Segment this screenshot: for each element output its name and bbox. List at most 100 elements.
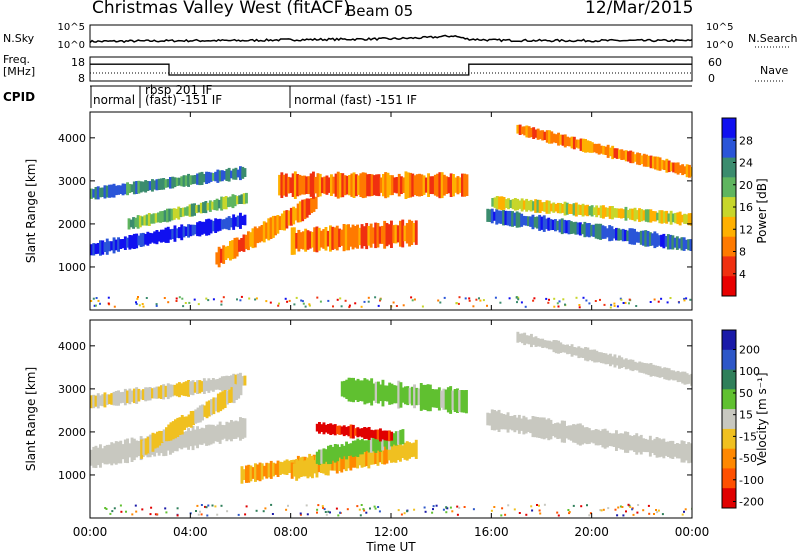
range-time-cell <box>685 239 688 249</box>
range-time-cell <box>132 388 136 404</box>
range-time-cell <box>298 201 302 223</box>
scatter-cell <box>642 509 645 512</box>
range-time-cell <box>541 130 545 141</box>
range-time-cell <box>376 223 380 248</box>
range-time-cell <box>522 200 526 210</box>
range-time-cell <box>212 397 216 415</box>
colorbar-tick-label: -50 <box>739 452 757 465</box>
noise-left-label: N.Sky <box>3 32 35 45</box>
range-time-cell <box>354 174 358 197</box>
scatter-cell <box>678 301 680 304</box>
range-time-cell <box>348 175 351 196</box>
range-time-cell <box>90 449 93 466</box>
range-time-cell <box>399 220 402 247</box>
range-time-cell <box>611 356 615 365</box>
range-time-cell <box>415 174 419 197</box>
range-time-cell <box>295 459 299 481</box>
range-time-cell <box>644 209 648 222</box>
range-time-cell <box>563 219 566 234</box>
range-time-cell <box>230 375 233 390</box>
range-time-cell <box>141 389 145 400</box>
scatter-cell <box>517 298 520 301</box>
range-time-cell <box>182 432 186 448</box>
range-time-cell <box>320 230 323 248</box>
range-time-cell <box>495 196 499 210</box>
range-time-cell <box>507 198 510 210</box>
scatter-cell <box>647 504 650 507</box>
scatter-cell <box>518 512 521 514</box>
range-time-cell <box>488 413 492 426</box>
range-time-cell <box>297 229 301 252</box>
scatter-cell <box>327 510 330 513</box>
range-time-cell <box>369 223 373 248</box>
range-time-cell <box>397 173 401 197</box>
range-time-cell <box>465 390 468 414</box>
range-time-cell <box>369 436 373 453</box>
colorbar-tick-label: 200 <box>739 344 760 357</box>
range-time-cell <box>547 217 551 231</box>
range-time-cell <box>322 422 326 435</box>
range-time-cell <box>396 444 400 461</box>
range-time-cell <box>547 200 551 214</box>
range-time-cell <box>303 199 307 220</box>
range-time-cell <box>679 165 682 173</box>
range-time-cell <box>235 237 239 257</box>
range-time-cell <box>196 407 200 423</box>
range-time-cell <box>381 446 384 465</box>
range-time-cell <box>287 210 291 226</box>
range-time-cell <box>236 196 239 205</box>
range-time-cell <box>243 168 247 177</box>
scatter-cell <box>113 305 116 308</box>
range-time-cell <box>92 446 96 468</box>
range-time-cell <box>615 148 619 159</box>
range-time-cell <box>383 445 387 465</box>
range-time-cell <box>381 432 385 451</box>
range-time-cell <box>660 368 664 378</box>
range-time-cell <box>230 420 233 442</box>
range-time-cell <box>543 131 547 140</box>
range-time-cell <box>119 239 123 249</box>
range-time-cell <box>224 196 228 210</box>
range-time-cell <box>198 221 202 237</box>
range-time-cell <box>190 203 194 217</box>
range-time-cell <box>232 168 236 180</box>
range-time-cell <box>664 236 668 247</box>
range-time-cell <box>114 391 118 406</box>
range-time-cell <box>196 222 199 237</box>
range-time-cell <box>207 400 211 417</box>
scatter-cell <box>628 298 631 301</box>
range-time-cell <box>225 375 229 391</box>
scatter-cell <box>197 513 200 516</box>
range-time-cell <box>581 425 584 445</box>
scatter-cell <box>304 305 307 308</box>
range-time-cell <box>638 208 641 222</box>
range-time-cell <box>137 441 141 457</box>
range-time-cell <box>402 177 406 193</box>
range-time-cell <box>493 197 497 208</box>
scatter-cell <box>288 299 291 302</box>
scatter-cell <box>599 509 602 512</box>
range-time-cell <box>322 229 326 249</box>
range-time-cell <box>340 444 344 460</box>
range-time-cell <box>548 130 551 144</box>
scatter-cell <box>199 510 201 513</box>
range-time-cell <box>508 210 512 227</box>
range-time-cell <box>454 177 458 193</box>
range-time-cell <box>572 222 575 234</box>
range-time-cell <box>309 173 313 197</box>
colorbar-swatch <box>722 448 736 469</box>
range-time-cell <box>242 469 246 480</box>
range-time-cell <box>618 149 621 159</box>
range-time-cell <box>408 442 411 459</box>
range-time-cell <box>340 451 344 473</box>
range-time-cell <box>660 159 664 170</box>
range-time-cell <box>165 427 168 442</box>
scatter-cell <box>141 508 144 511</box>
range-time-cell <box>363 172 367 198</box>
range-time-cell <box>198 172 202 186</box>
scatter-cell <box>125 510 127 513</box>
range-time-cell <box>105 394 109 405</box>
range-time-cell <box>341 173 345 198</box>
scatter-cell <box>657 509 660 512</box>
range-time-cell <box>236 373 240 390</box>
